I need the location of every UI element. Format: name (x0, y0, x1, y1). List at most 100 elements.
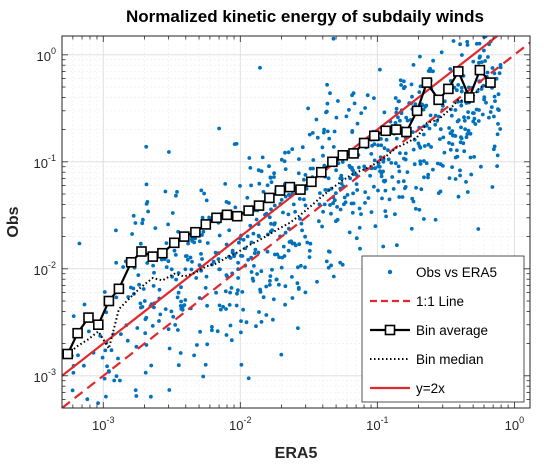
scatter-point (334, 191, 338, 196)
scatter-point (96, 401, 100, 405)
scatter-point (450, 142, 455, 147)
scatter-point (442, 150, 447, 155)
scatter-point (267, 215, 272, 220)
scatter-point (257, 234, 261, 239)
scatter-point (202, 191, 207, 196)
scatter-point (372, 158, 377, 163)
scatter-point (411, 147, 416, 152)
scatter-point (382, 146, 387, 151)
scatter-point (318, 191, 322, 196)
scatter-point (245, 234, 250, 239)
scatter-point (253, 247, 258, 252)
scatter-point (164, 265, 169, 269)
scatter-point (386, 148, 390, 153)
scatter-point (131, 213, 136, 218)
scatter-point (158, 312, 163, 317)
scatter-point (493, 99, 497, 103)
scatter-point (447, 141, 451, 145)
scatter-point (216, 257, 221, 261)
scatter-point (178, 351, 183, 355)
scatter-point (259, 320, 264, 324)
scatter-point (205, 342, 210, 347)
scatter-point (322, 202, 327, 207)
bin-average-marker (221, 209, 233, 221)
scatter-point (317, 219, 321, 224)
scatter-point (259, 269, 264, 274)
scatter-point (393, 161, 398, 166)
scatter-point (229, 286, 234, 290)
scatter-point (366, 196, 371, 200)
scatter-point (273, 252, 277, 257)
scatter-point (271, 317, 275, 322)
scatter-point (296, 287, 301, 291)
scatter-point (142, 299, 147, 303)
bin-average-marker (103, 295, 115, 307)
scatter-point (185, 257, 190, 262)
scatter-point (252, 264, 256, 268)
scatter-point (169, 309, 174, 314)
scatter-point (387, 197, 392, 202)
scatter-point (71, 370, 76, 375)
scatter-point (282, 254, 287, 258)
scatter-point (228, 323, 233, 328)
bin-average-marker (464, 92, 475, 103)
scatter-point (487, 115, 491, 120)
bin-average-marker (390, 124, 402, 135)
scatter-point (141, 287, 146, 291)
scatter-point (441, 135, 446, 140)
scatter-point (435, 161, 440, 166)
scatter-point (230, 248, 235, 253)
scatter-point (429, 145, 433, 149)
scatter-point (303, 203, 308, 208)
scatter-point (384, 214, 388, 219)
scatter-point (210, 325, 214, 329)
scatter-point (403, 185, 408, 189)
scatter-point (143, 331, 148, 336)
scatter-point (329, 263, 333, 268)
scatter-point (495, 164, 499, 169)
scatter-point (468, 131, 473, 136)
scatter-point (218, 307, 223, 312)
scatter-point (422, 217, 426, 221)
scatter-point (342, 195, 347, 200)
scatter-point (169, 267, 174, 272)
scatter-point (255, 272, 259, 276)
scatter-point (404, 115, 409, 120)
scatter-point (290, 296, 295, 300)
scatter-point (492, 114, 496, 119)
scatter-point (227, 228, 232, 233)
scatter-point (257, 310, 261, 314)
scatter-point (152, 305, 156, 310)
scatter-point (171, 314, 176, 319)
scatter-point (347, 163, 352, 168)
bin-average-marker (337, 150, 349, 161)
scatter-point (286, 212, 291, 217)
scatter-point (228, 290, 233, 295)
scatter-point (305, 240, 310, 245)
scatter-point (468, 155, 473, 160)
scatter-point (244, 320, 249, 325)
scatter-point (194, 276, 199, 280)
scatter-point (269, 180, 274, 185)
scatter-point (192, 353, 197, 358)
scatter-point (264, 284, 269, 289)
scatter-point (418, 159, 423, 164)
scatter-point (411, 199, 416, 204)
scatter-point (303, 234, 307, 239)
scatter-point (114, 260, 119, 265)
scatter-point (186, 241, 191, 246)
scatter-point (363, 106, 367, 110)
scatter-point (422, 175, 426, 180)
scatter-point (433, 217, 438, 222)
bin-average-marker (211, 212, 222, 224)
scatter-point (381, 169, 385, 174)
y-axis-label: Obs (5, 206, 22, 237)
scatter-point (308, 241, 313, 246)
scatter-point (247, 156, 252, 160)
scatter-point (190, 237, 194, 242)
scatter-point (211, 259, 216, 264)
scatter-point (210, 328, 214, 333)
scatter-point (479, 60, 484, 64)
bin-average-marker (315, 166, 327, 178)
scatter-point (465, 190, 470, 194)
